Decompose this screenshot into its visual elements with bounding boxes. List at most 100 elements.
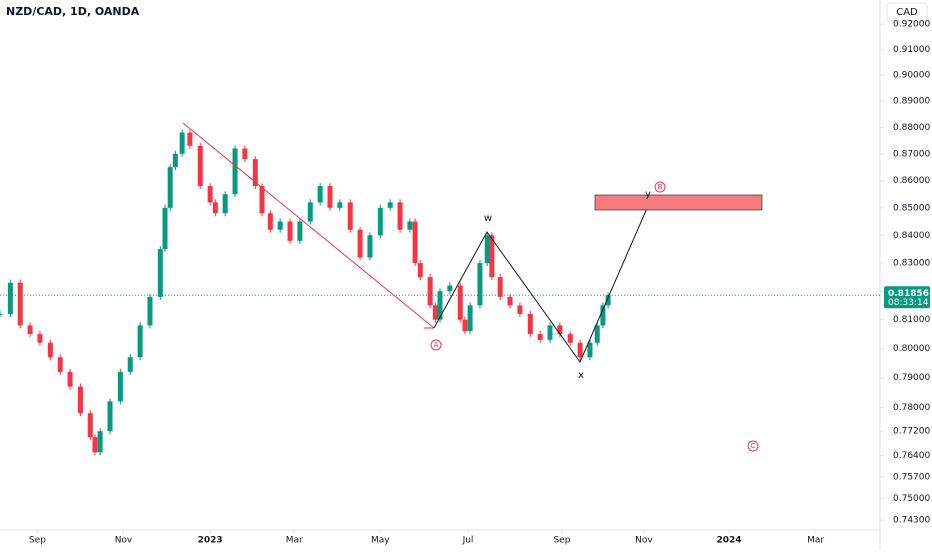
candle (567, 334, 573, 343)
candle (347, 202, 353, 230)
wave-line (433, 205, 649, 364)
x-tick-label: May (371, 536, 390, 546)
candle (417, 263, 423, 278)
y-tick-label: 0.77200 (893, 427, 930, 437)
candle (484, 235, 490, 264)
candle (67, 371, 73, 387)
x-tick-label: Sep (29, 536, 46, 546)
y-tick-label: 0.86000 (893, 176, 930, 186)
price-tag (884, 286, 930, 309)
y-tick-label: 0.87000 (893, 149, 930, 159)
candle (117, 371, 123, 402)
candle (437, 291, 443, 320)
candle (327, 186, 333, 208)
candle (167, 167, 173, 208)
candle (17, 282, 23, 326)
candle (497, 277, 503, 297)
y-tick-label: 0.75000 (893, 494, 930, 504)
candle (594, 325, 600, 343)
y-tick-label: 0.78000 (893, 403, 930, 413)
marks (0, 129, 880, 456)
x-tick-label: Mar (807, 536, 824, 546)
x-tick-label: Sep (553, 536, 570, 546)
candle (427, 277, 433, 306)
candle (7, 282, 13, 314)
target-zone (594, 194, 763, 211)
currency-button[interactable] (886, 2, 928, 22)
wave-label: x (578, 370, 584, 381)
wave-label: w (484, 213, 492, 224)
candle (467, 305, 473, 332)
y-tick-label: 0.84000 (893, 231, 930, 241)
candle (232, 148, 238, 195)
wave-label: C (751, 442, 756, 450)
candle (527, 313, 533, 335)
wave-circle (654, 181, 666, 193)
y-tick-label: 0.81000 (893, 315, 930, 325)
candle (107, 401, 113, 432)
candle (587, 342, 593, 358)
axes: 0.92000 0.91000 0.90000 0.89000 0.88000 0.870… (29, 20, 931, 546)
candle (307, 202, 313, 222)
candle (517, 305, 523, 314)
candle (0, 313, 3, 315)
candle (537, 334, 543, 340)
candle (432, 305, 438, 320)
wave-label: B (658, 183, 663, 191)
candle (407, 221, 413, 230)
y-tick-label: 0.91000 (893, 45, 930, 55)
candle (137, 325, 143, 358)
candle (605, 295, 611, 306)
candle (462, 319, 468, 332)
wave-line (182, 122, 435, 329)
candle (477, 263, 483, 306)
candle (97, 431, 103, 453)
candle (157, 249, 163, 297)
candle (47, 342, 53, 358)
candle (57, 357, 63, 372)
candle (412, 221, 418, 264)
candle (457, 285, 463, 320)
candle (92, 437, 98, 453)
x-tick-label: Jul (462, 536, 474, 546)
candle (187, 132, 193, 146)
y-tick-label: 0.74300 (893, 516, 930, 526)
candle (77, 386, 83, 414)
y-tick-label: 0.80000 (893, 344, 930, 354)
price-tag-label: 0.81856 (888, 289, 929, 299)
candle (162, 207, 168, 250)
candle (37, 334, 43, 343)
candle (507, 296, 513, 306)
x-tick-label: 2023 (198, 536, 223, 546)
candle (397, 202, 403, 230)
y-tick-label: 0.75700 (893, 472, 930, 482)
candle (297, 221, 303, 241)
y-tick-label: 0.89000 (893, 97, 930, 107)
candle (242, 148, 248, 160)
candle (27, 325, 33, 335)
countdown: 08:33:14 (888, 298, 929, 308)
candle (252, 159, 258, 187)
candle (600, 305, 606, 326)
candle (222, 194, 228, 214)
y-tick-label: 0.76400 (893, 451, 930, 461)
candle (207, 186, 213, 203)
candle (172, 153, 178, 168)
candle (377, 207, 383, 236)
y-tick-label: 0.90000 (893, 71, 930, 81)
currency-label[interactable]: CAD (896, 7, 918, 18)
candle (147, 296, 153, 326)
x-tick-label: Mar (286, 536, 303, 546)
candle (337, 202, 343, 208)
candle (577, 342, 583, 358)
candle (259, 186, 265, 214)
x-tick-label: Nov (635, 536, 653, 546)
candle (557, 325, 563, 335)
candle (367, 235, 373, 258)
candle (287, 221, 293, 241)
candle (127, 357, 133, 372)
candle (197, 145, 203, 187)
wave-circle (430, 339, 442, 351)
